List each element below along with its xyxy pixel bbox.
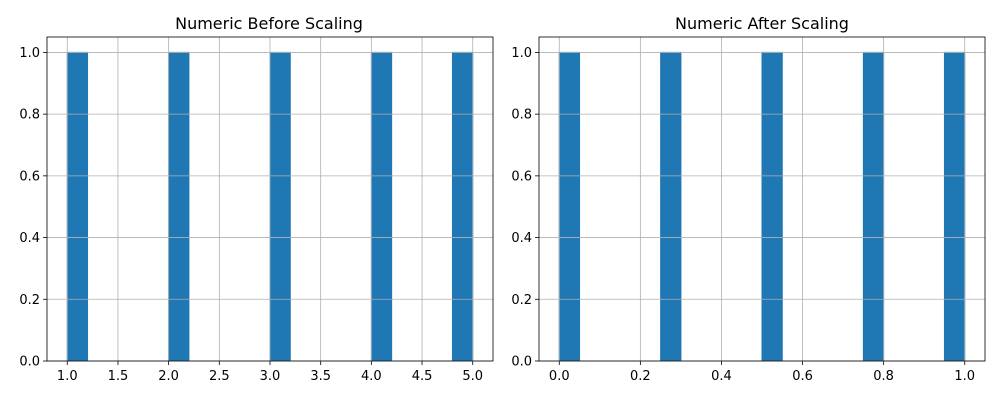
histogram-bar bbox=[559, 52, 580, 362]
x-tick-label: 2.5 bbox=[209, 369, 230, 384]
histogram-bar bbox=[270, 52, 291, 362]
x-tick-label: 1.0 bbox=[57, 369, 78, 384]
histogram-bar bbox=[67, 52, 88, 362]
chart-panel-after-scaling: Numeric After Scaling 0.0 0.2 0.4 0.6 0.8 1.0… bbox=[511, 14, 986, 384]
histogram-bar bbox=[762, 52, 783, 362]
x-tick-label: 0.2 bbox=[630, 369, 651, 384]
chart-title: Numeric After Scaling bbox=[675, 14, 849, 33]
axes-frame bbox=[46, 36, 494, 362]
x-tick-label: 4.0 bbox=[361, 369, 382, 384]
x-tick-label: 0.4 bbox=[711, 369, 732, 384]
histogram-bar bbox=[944, 52, 965, 362]
histogram-bar bbox=[863, 52, 884, 362]
y-tick-label: 0.0 bbox=[19, 355, 40, 370]
axes-frame bbox=[538, 36, 986, 362]
y-tick-label: 0.0 bbox=[511, 355, 532, 370]
chart-panel-before-scaling: Numeric Before Scaling 1.0 1.5 2.0 2.5 3.0 3.… bbox=[19, 14, 494, 384]
chart-title: Numeric Before Scaling bbox=[175, 14, 363, 33]
y-tick-label: 0.8 bbox=[511, 108, 532, 123]
x-tick-label: 0.0 bbox=[549, 369, 570, 384]
x-tick-label: 2.0 bbox=[158, 369, 179, 384]
y-tick-label: 0.4 bbox=[511, 231, 532, 246]
x-tick-label: 4.5 bbox=[412, 369, 433, 384]
y-tick-label: 0.2 bbox=[19, 293, 40, 308]
y-tick-label: 0.8 bbox=[19, 108, 40, 123]
x-tick-label: 0.8 bbox=[873, 369, 894, 384]
histogram-bar bbox=[660, 52, 681, 362]
x-tick-label: 3.5 bbox=[310, 369, 331, 384]
histogram-bar bbox=[168, 52, 189, 362]
histogram-bar bbox=[452, 52, 473, 362]
x-tick-label: 0.6 bbox=[792, 369, 813, 384]
y-tick-label: 0.4 bbox=[19, 231, 40, 246]
histogram-bar bbox=[371, 52, 392, 362]
x-tick-label: 1.0 bbox=[954, 369, 975, 384]
x-tick-label: 5.0 bbox=[462, 369, 483, 384]
y-tick-label: 0.2 bbox=[511, 293, 532, 308]
y-tick-label: 0.6 bbox=[19, 169, 40, 184]
y-tick-label: 1.0 bbox=[511, 46, 532, 61]
x-tick-label: 1.5 bbox=[108, 369, 129, 384]
y-tick-label: 1.0 bbox=[19, 46, 40, 61]
y-tick-label: 0.6 bbox=[511, 169, 532, 184]
x-tick-label: 3.0 bbox=[260, 369, 281, 384]
